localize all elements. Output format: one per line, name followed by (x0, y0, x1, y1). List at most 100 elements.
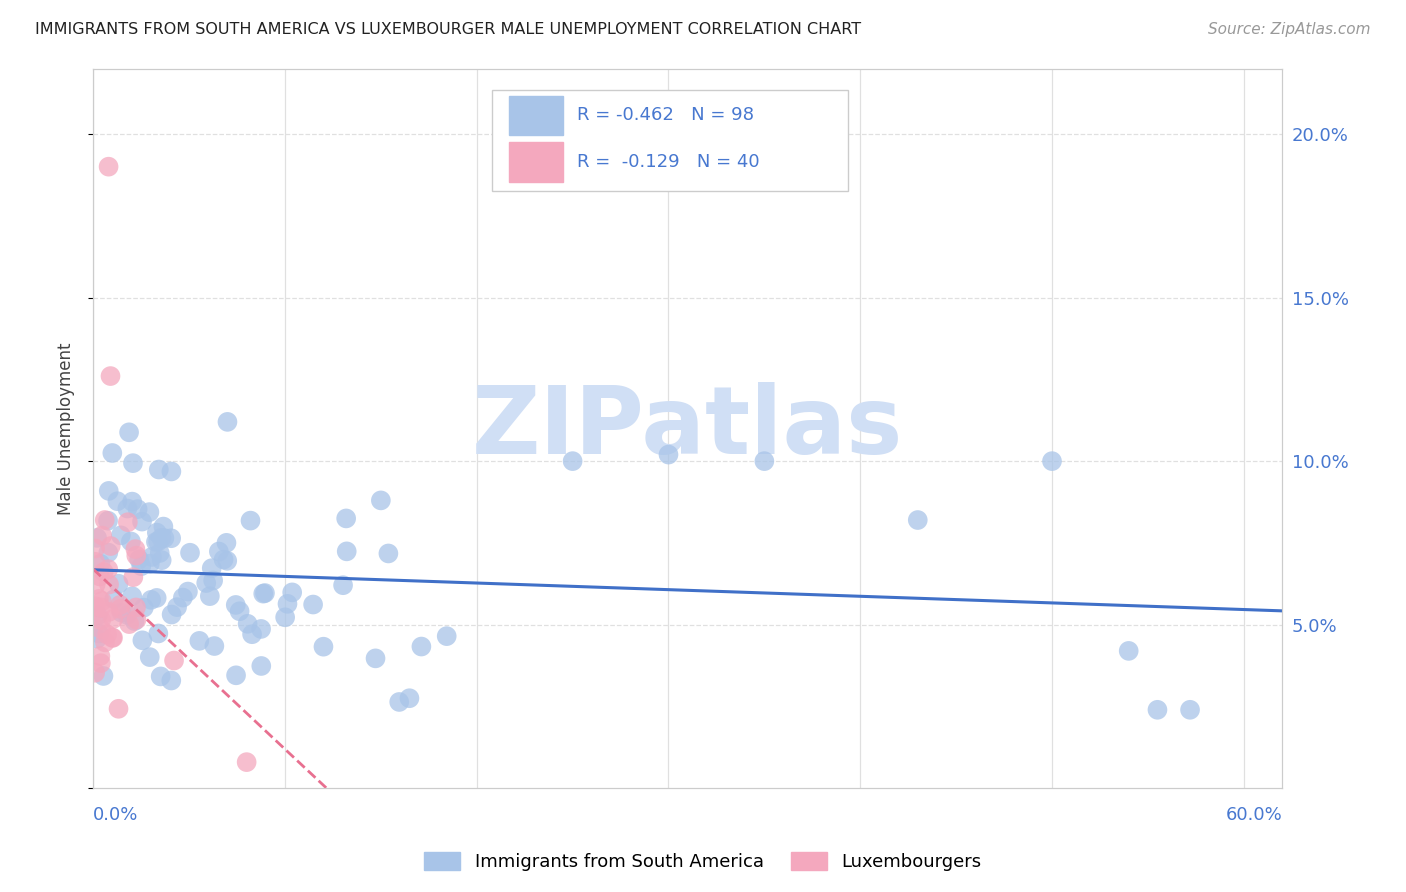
Point (117, 515, 139, 529)
Point (97, 160, 120, 174)
Point (150, 531, 173, 545)
Point (250, 659, 273, 673)
Point (239, 514, 262, 528)
Bar (509, 95, 562, 135)
Point (124, 614, 146, 628)
Point (131, 515, 153, 529)
Point (153, 531, 176, 545)
Point (160, 607, 183, 622)
Point (152, 519, 174, 533)
Point (150, 553, 173, 567)
Point (657, 448, 679, 462)
Point (312, 640, 335, 654)
Point (138, 505, 160, 519)
Text: 0.0%: 0.0% (93, 806, 139, 824)
Point (201, 561, 224, 575)
Point (160, 673, 183, 688)
Point (110, 528, 132, 542)
Point (84, 541, 107, 556)
Point (124, 542, 146, 557)
Point (84, 599, 107, 614)
Point (198, 589, 221, 603)
Point (274, 610, 297, 624)
Point (93, 565, 115, 579)
Point (212, 552, 235, 566)
Point (754, 454, 776, 468)
Point (139, 592, 162, 607)
Point (1118, 644, 1140, 658)
Point (145, 591, 167, 605)
Point (90, 594, 112, 608)
Point (120, 534, 142, 549)
Text: 60.0%: 60.0% (1226, 806, 1282, 824)
Point (225, 598, 247, 612)
Point (276, 597, 298, 611)
Text: IMMIGRANTS FROM SOUTH AMERICA VS LUXEMBOURGER MALE UNEMPLOYMENT CORRELATION CHAR: IMMIGRANTS FROM SOUTH AMERICA VS LUXEMBO… (35, 22, 862, 37)
Point (125, 600, 148, 615)
Point (131, 633, 153, 648)
Point (148, 626, 170, 640)
Point (86, 531, 108, 545)
Point (97, 562, 120, 576)
Point (195, 576, 218, 591)
Point (148, 462, 170, 476)
Point (122, 456, 145, 470)
Point (125, 549, 148, 563)
Point (172, 591, 194, 605)
Point (125, 613, 148, 627)
Point (128, 552, 150, 566)
Point (91, 528, 114, 542)
Point (89, 557, 111, 571)
Point (96, 627, 118, 641)
Point (118, 617, 141, 632)
Point (90, 656, 112, 670)
Point (107, 576, 129, 591)
Point (101, 631, 124, 645)
Point (97, 605, 120, 619)
Point (108, 598, 131, 612)
Point (364, 651, 387, 665)
Legend: Immigrants from South America, Luxembourgers: Immigrants from South America, Luxembour… (418, 845, 988, 879)
Point (160, 531, 183, 545)
Point (89, 569, 111, 583)
Point (332, 578, 354, 592)
Point (97, 514, 120, 528)
Point (177, 584, 200, 599)
Point (561, 454, 583, 468)
Point (149, 669, 172, 683)
Point (240, 627, 263, 641)
Point (84, 577, 107, 591)
Point (336, 544, 359, 558)
Point (250, 622, 273, 636)
Point (117, 607, 139, 622)
Point (93, 669, 115, 683)
Point (89, 648, 111, 663)
Point (411, 640, 433, 654)
Point (101, 446, 124, 460)
Point (208, 544, 231, 558)
Point (160, 465, 183, 479)
Point (1146, 703, 1168, 717)
Point (436, 629, 458, 643)
Point (377, 546, 399, 560)
Point (202, 639, 225, 653)
Point (281, 585, 304, 599)
Point (97, 546, 120, 560)
Point (166, 600, 188, 615)
FancyBboxPatch shape (492, 90, 848, 191)
Point (1040, 454, 1063, 468)
Point (225, 668, 247, 682)
Point (90, 613, 112, 627)
Point (302, 598, 325, 612)
Point (252, 587, 274, 601)
Point (217, 554, 239, 568)
Point (90, 600, 112, 615)
Y-axis label: Male Unemployment: Male Unemployment (58, 343, 75, 515)
Point (146, 525, 169, 540)
Text: R = -0.462   N = 98: R = -0.462 N = 98 (576, 106, 754, 124)
Point (110, 606, 132, 620)
Point (98, 577, 121, 591)
Point (217, 415, 239, 429)
Point (129, 559, 152, 574)
Point (139, 557, 162, 571)
